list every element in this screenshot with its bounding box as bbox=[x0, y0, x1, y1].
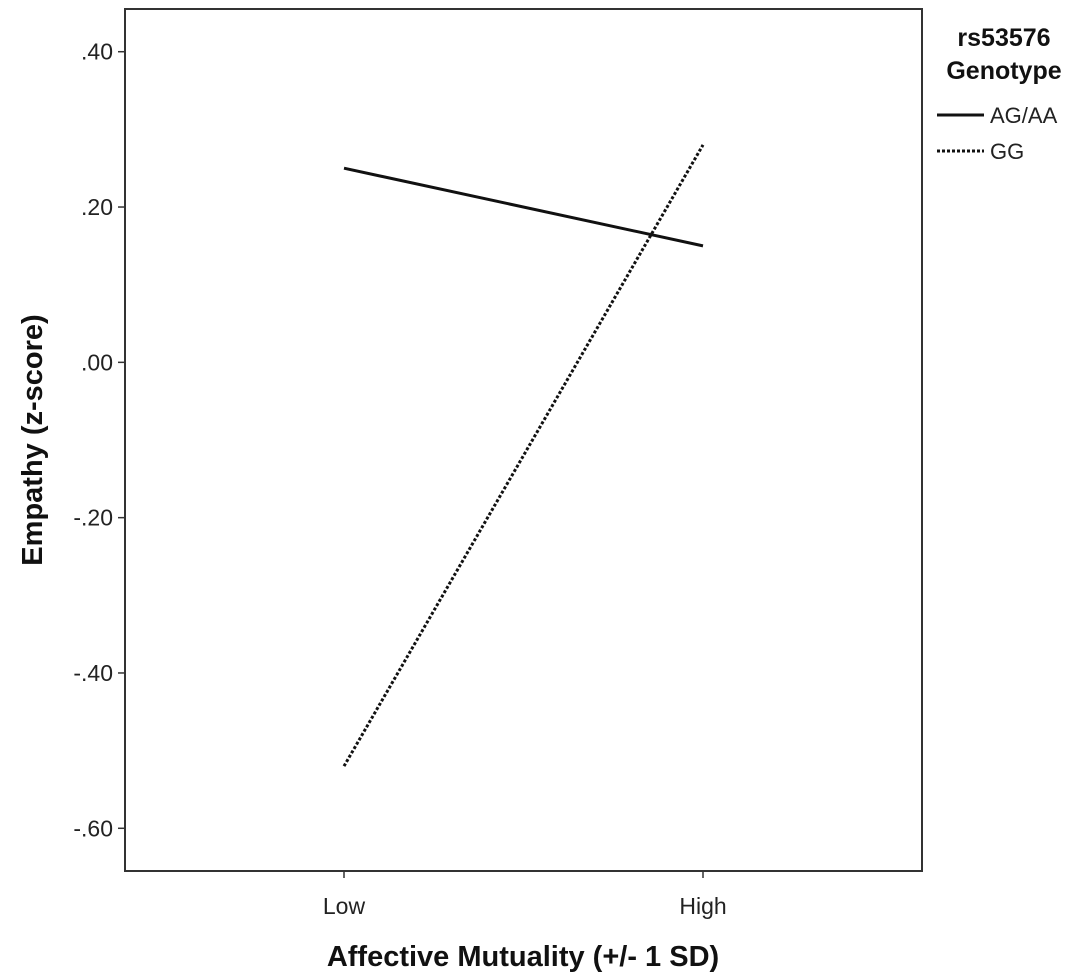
y-tick-label: -.60 bbox=[73, 815, 113, 841]
y-tick-label: -.20 bbox=[73, 505, 113, 531]
y-tick-label: -.40 bbox=[73, 660, 113, 686]
y-axis: .40 .20 .00 -.20 -.40 -.60 bbox=[73, 39, 125, 841]
x-axis-title: Affective Mutuality (+/- 1 SD) bbox=[327, 941, 719, 973]
series-line-gg bbox=[342, 144, 705, 767]
legend-title-line-1: rs53576 bbox=[957, 24, 1050, 52]
y-tick-label: .20 bbox=[81, 194, 113, 220]
series-lines bbox=[342, 144, 705, 767]
plot-frame bbox=[124, 8, 923, 872]
series-line-ag-aa bbox=[343, 166, 704, 248]
legend-title-line-2: Genotype bbox=[946, 57, 1061, 85]
legend-label: AG/AA bbox=[990, 103, 1058, 128]
y-tick-label: .00 bbox=[81, 349, 113, 375]
x-axis: Low High bbox=[323, 871, 727, 919]
y-axis-title: Empathy (z-score) bbox=[17, 314, 49, 565]
legend-items: AG/AA GG bbox=[937, 103, 1058, 164]
y-tick-label: .40 bbox=[81, 39, 113, 65]
legend: rs53576 Genotype AG/AA GG bbox=[937, 24, 1062, 164]
legend-label: GG bbox=[990, 139, 1024, 164]
x-tick-label: Low bbox=[323, 893, 366, 919]
x-tick-label: High bbox=[679, 893, 726, 919]
